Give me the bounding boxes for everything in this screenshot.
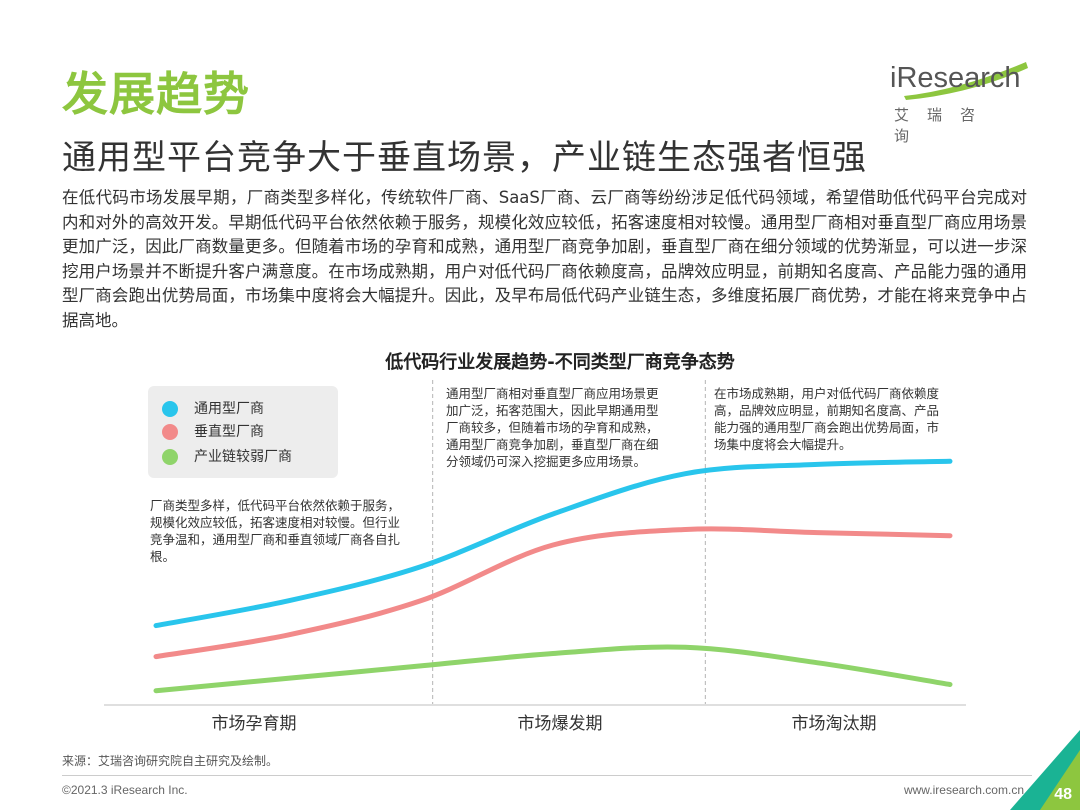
annotation-explosion: 通用型厂商相对垂直型厂商应用场景更加广泛，拓客范围大，因此早期通用型厂商较多，但…: [446, 386, 659, 469]
legend-dot-icon: [162, 424, 178, 440]
series-line: [153, 526, 953, 660]
logo-chinese: 艾瑞咨询: [894, 106, 994, 145]
series-line: [153, 644, 953, 694]
annotation-incubation: 厂商类型多样，低代码平台依然依赖于服务，规模化效应较低，拓客速度相对较慢。但行业…: [150, 498, 401, 564]
legend-label: 产业链较弱厂商: [194, 449, 292, 465]
legend-label: 垂直型厂商: [194, 424, 264, 440]
x-tick-label: 市场淘汰期: [792, 714, 877, 734]
section-title: 发展趋势: [62, 67, 250, 121]
legend-dot-icon: [162, 401, 178, 417]
annotation-elimination: 在市场成熟期，用户对低代码厂商依赖度高，品牌效应明显，前期知名度高、产品能力强的…: [714, 386, 940, 452]
copyright: ©2021.3 iResearch Inc.: [62, 783, 188, 797]
website-link[interactable]: www.iresearch.com.cn: [903, 783, 1024, 797]
x-tick-label: 市场爆发期: [518, 714, 603, 734]
chart-legend: 通用型厂商 垂直型厂商 产业链较弱厂商: [148, 386, 338, 478]
chart-title: 低代码行业发展趋势-不同类型厂商竞争态势: [385, 352, 735, 373]
body-paragraph: 在低代码市场发展早期，厂商类型多样化，传统软件厂商、SaaS厂商、云厂商等纷纷涉…: [62, 188, 1027, 330]
page-subtitle: 通用型平台竞争大于垂直场景，产业链生态强者恒强: [62, 138, 867, 178]
series-line: [153, 458, 953, 629]
footer-divider: [62, 775, 1032, 776]
iresearch-logo: iResearch 艾瑞咨询: [890, 58, 1030, 145]
legend-dot-icon: [162, 449, 178, 465]
logo-wordmark: iResearch: [890, 62, 1021, 94]
x-tick-label: 市场孕育期: [212, 714, 297, 734]
logo-swoosh-icon: [904, 62, 1028, 100]
page-number: 48: [1054, 786, 1072, 803]
corner-decoration: [1010, 730, 1080, 810]
legend-label: 通用型厂商: [194, 401, 264, 417]
source-note: 来源：艾瑞咨询研究院自主研究及绘制。: [62, 754, 279, 768]
